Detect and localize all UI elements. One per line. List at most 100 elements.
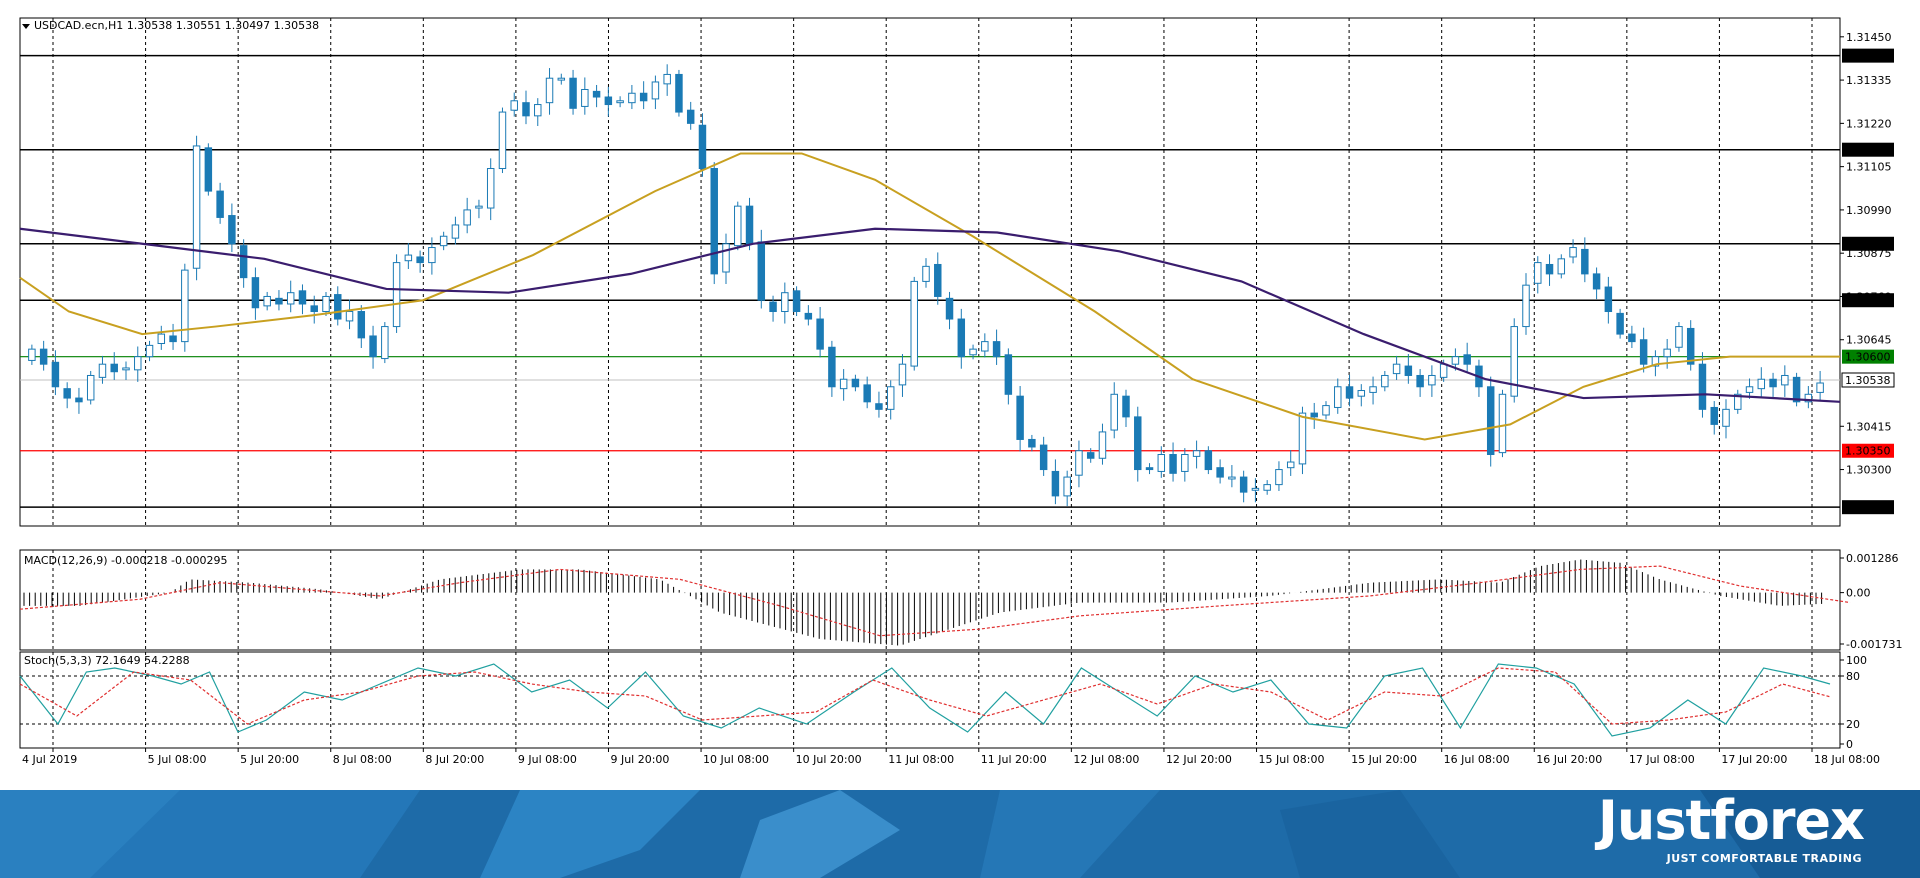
level-label: 1.31150 bbox=[1845, 144, 1891, 157]
candle-body bbox=[628, 92, 636, 104]
candle-body bbox=[1028, 438, 1036, 448]
candle-body bbox=[286, 292, 295, 305]
x-tick-label: 15 Jul 20:00 bbox=[1351, 753, 1417, 766]
candle-body bbox=[1804, 393, 1813, 403]
macd-y-tick-label: 0.00 bbox=[1846, 587, 1871, 600]
candle-body bbox=[557, 77, 566, 81]
candle-body bbox=[1816, 382, 1824, 393]
ma-slow-line bbox=[19, 227, 1841, 403]
candle-body bbox=[1263, 484, 1271, 491]
x-tick-label: 4 Jul 2019 bbox=[22, 753, 77, 766]
candle-body bbox=[1286, 461, 1295, 469]
candle-body bbox=[1369, 386, 1377, 393]
level-tag bbox=[1842, 48, 1894, 63]
candle-body bbox=[1569, 247, 1577, 258]
candle-body bbox=[651, 81, 660, 100]
price-chart: 4 Jul 2019 5 Jul 08:00 5 Jul 20:00 8 Jul 08… bbox=[19, 17, 1902, 766]
candle-body bbox=[722, 243, 730, 273]
price-pane-frame bbox=[19, 17, 1841, 527]
candle-body bbox=[1169, 454, 1177, 474]
footer-pattern bbox=[0, 790, 1920, 878]
level-tag bbox=[1842, 500, 1894, 515]
candle-body bbox=[1239, 476, 1248, 493]
candle-body bbox=[934, 263, 942, 297]
candle-body bbox=[1110, 393, 1118, 431]
level-tag bbox=[1842, 142, 1894, 157]
candle-body bbox=[816, 318, 824, 350]
candle-body bbox=[451, 224, 460, 239]
candle-body bbox=[992, 341, 1001, 358]
candle-body bbox=[1722, 408, 1730, 427]
candle-body bbox=[1781, 374, 1789, 386]
candle-body bbox=[263, 295, 271, 307]
candle-body bbox=[1628, 333, 1636, 343]
candle-body bbox=[251, 277, 260, 309]
x-tick-label: 17 Jul 20:00 bbox=[1721, 753, 1787, 766]
candle-body bbox=[1769, 378, 1777, 388]
x-tick-label: 8 Jul 08:00 bbox=[333, 753, 392, 766]
candle-body bbox=[381, 326, 389, 360]
candle-body bbox=[1016, 395, 1024, 440]
candle-body bbox=[1534, 262, 1542, 284]
candle-body bbox=[28, 348, 36, 361]
candle-body bbox=[969, 348, 977, 356]
candle-body bbox=[1451, 356, 1460, 365]
x-tick-label: 12 Jul 08:00 bbox=[1073, 753, 1139, 766]
level-label: 1.30600 bbox=[1845, 351, 1891, 364]
stoch-y-tick-label: 80 bbox=[1846, 670, 1860, 683]
candle-body bbox=[1463, 354, 1471, 365]
candle-body bbox=[1345, 386, 1354, 399]
candle-body bbox=[228, 215, 236, 245]
candle-body bbox=[745, 205, 754, 245]
x-tick-label: 11 Jul 08:00 bbox=[888, 753, 954, 766]
candle-body bbox=[1098, 431, 1107, 459]
candle-body bbox=[781, 292, 789, 313]
candle-body bbox=[851, 378, 860, 388]
candle-body bbox=[1192, 450, 1201, 457]
candle-body bbox=[522, 102, 530, 117]
x-tick-label: 18 Jul 08:00 bbox=[1814, 753, 1880, 766]
candle-body bbox=[1228, 476, 1236, 480]
level-label: 1.31400 bbox=[1845, 50, 1891, 63]
candle-body bbox=[898, 363, 907, 386]
candle-body bbox=[828, 346, 836, 388]
stoch-y-tick-label: 20 bbox=[1846, 718, 1860, 731]
macd-signal-line bbox=[19, 565, 1851, 637]
candle-body bbox=[181, 269, 189, 343]
candle-body bbox=[204, 147, 213, 192]
macd-y-tick-label: 0.001286 bbox=[1846, 552, 1899, 565]
candle-body bbox=[1557, 258, 1566, 275]
footer-banner: Justforex JUST COMFORTABLE TRADING bbox=[0, 790, 1920, 878]
y-tick-label: 1.31450 bbox=[1846, 31, 1892, 44]
candle-body bbox=[698, 124, 707, 170]
candle-body bbox=[392, 262, 401, 328]
candle-body bbox=[345, 311, 354, 322]
candle-body bbox=[1404, 365, 1413, 376]
candle-body bbox=[498, 111, 507, 170]
stoch-signal-line bbox=[19, 667, 1831, 725]
x-tick-label: 10 Jul 20:00 bbox=[796, 753, 862, 766]
candle-body bbox=[875, 403, 883, 410]
candle-body bbox=[1122, 395, 1130, 418]
candle-body bbox=[475, 205, 483, 209]
candle-body bbox=[534, 104, 542, 117]
x-tick-label: 5 Jul 08:00 bbox=[148, 753, 207, 766]
candle-body bbox=[604, 96, 613, 106]
y-tick-label: 1.30415 bbox=[1846, 420, 1892, 433]
macd-pane-frame bbox=[19, 549, 1841, 651]
candle-body bbox=[1310, 412, 1318, 418]
candle-body bbox=[63, 388, 71, 399]
y-tick-label: 1.31335 bbox=[1846, 74, 1892, 87]
candle-body bbox=[510, 100, 518, 111]
candle-body bbox=[239, 245, 248, 279]
level-label: 1.30350 bbox=[1845, 445, 1891, 458]
candle-body bbox=[1051, 470, 1060, 497]
candle-body bbox=[792, 290, 801, 313]
y-tick-label: 1.31220 bbox=[1846, 117, 1892, 130]
candle-body bbox=[1545, 263, 1554, 275]
candle-body bbox=[463, 209, 471, 226]
candle-body bbox=[1145, 467, 1154, 471]
x-tick-label: 9 Jul 08:00 bbox=[518, 753, 577, 766]
candle-body bbox=[1357, 390, 1366, 397]
candle-body bbox=[839, 378, 848, 390]
